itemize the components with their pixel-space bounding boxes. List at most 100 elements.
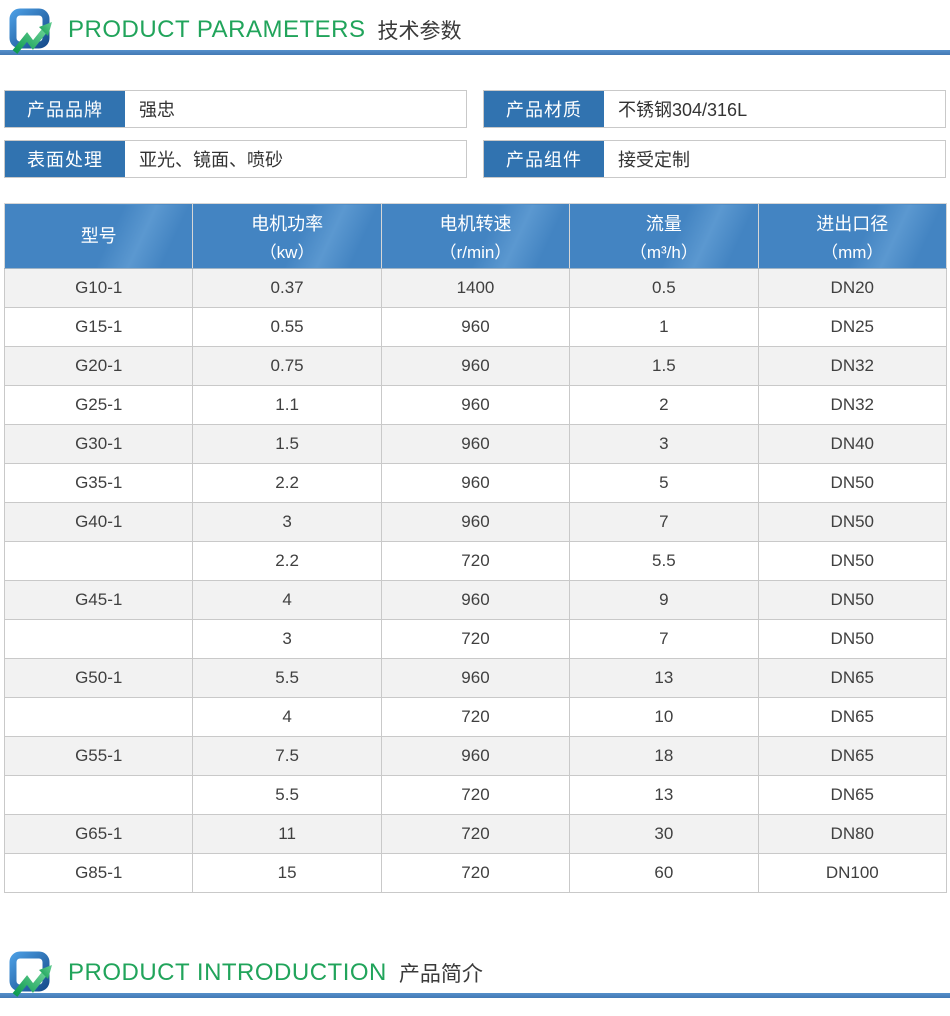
table-cell: 4 xyxy=(192,580,382,620)
table-cell: 960 xyxy=(380,658,571,698)
table-cell: 5.5 xyxy=(192,775,382,815)
info-box-brand: 产品品牌 强忠 xyxy=(4,90,467,128)
table-cell: 60 xyxy=(569,853,759,893)
table-cell: G65-1 xyxy=(3,814,194,854)
table-row: 4 720 10 DN65 xyxy=(3,697,948,737)
table-cell: 0.5 xyxy=(569,268,759,308)
section-title-en: PRODUCT INTRODUCTION xyxy=(68,959,387,986)
table-cell: 13 xyxy=(569,775,759,815)
section-title-en: PRODUCT PARAMETERS xyxy=(68,16,366,43)
table-cell: DN50 xyxy=(757,580,948,620)
table-cell: 18 xyxy=(569,736,759,776)
table-cell: G30-1 xyxy=(3,424,194,464)
table-cell: DN32 xyxy=(757,346,948,386)
info-box-components: 产品组件 接受定制 xyxy=(483,140,946,178)
table-cell: DN40 xyxy=(757,424,948,464)
info-box-surface: 表面处理 亚光、镜面、喷砂 xyxy=(4,140,467,178)
table-cell: DN50 xyxy=(757,463,948,503)
table-cell: 2.2 xyxy=(192,541,382,581)
table-cell: 960 xyxy=(380,736,571,776)
table-cell: G45-1 xyxy=(3,580,194,620)
table-cell: 5.5 xyxy=(569,541,759,581)
table-cell: DN20 xyxy=(757,268,948,308)
table-row: G25-1 1.1 960 2 DN32 xyxy=(3,385,948,425)
table-row: G65-1 11 720 30 DN80 xyxy=(3,814,948,854)
table-cell: 3 xyxy=(192,619,382,659)
header-cell-speed: 电机转速 （r/min） xyxy=(380,203,571,269)
table-cell: 0.37 xyxy=(192,268,382,308)
table-row: G55-1 7.5 960 18 DN65 xyxy=(3,736,948,776)
product-info-grid: 产品品牌 强忠 产品材质 不锈钢304/316L 表面处理 亚光、镜面、喷砂 产… xyxy=(4,90,946,178)
table-cell: G50-1 xyxy=(3,658,194,698)
table-cell xyxy=(3,697,194,737)
info-label: 产品组件 xyxy=(484,141,604,177)
parameters-table: 型号 电机功率 （kw） 电机转速 （r/min） 流量 （m³/h） 进出口径 （mm… xyxy=(3,203,948,893)
section-header-parameters: PRODUCT PARAMETERS 技术参数 xyxy=(0,0,950,54)
table-cell: 960 xyxy=(380,307,571,347)
table-cell: DN100 xyxy=(757,853,948,893)
table-cell: 10 xyxy=(569,697,759,737)
table-cell: G20-1 xyxy=(3,346,194,386)
info-label: 产品材质 xyxy=(484,91,604,127)
header-cell-port: 进出口径 （mm） xyxy=(757,203,948,269)
section-title-zh: 技术参数 xyxy=(377,20,462,43)
table-cell: 720 xyxy=(380,541,571,581)
table-cell: 720 xyxy=(380,814,571,854)
table-cell: 960 xyxy=(380,502,571,542)
table-cell: 4 xyxy=(192,697,382,737)
table-cell: G25-1 xyxy=(3,385,194,425)
table-cell: DN50 xyxy=(757,619,948,659)
table-cell: G55-1 xyxy=(3,736,194,776)
table-cell: 720 xyxy=(380,697,571,737)
header-cell-model: 型号 xyxy=(3,203,194,269)
table-row: G50-1 5.5 960 13 DN65 xyxy=(3,658,948,698)
table-cell: 960 xyxy=(380,424,571,464)
table-cell xyxy=(3,619,194,659)
table-cell: DN50 xyxy=(757,502,948,542)
section-divider xyxy=(0,50,950,55)
table-row: G10-1 0.37 1400 0.5 DN20 xyxy=(3,268,948,308)
table-cell: 2.2 xyxy=(192,463,382,503)
header-cell-flow: 流量 （m³/h） xyxy=(569,203,759,269)
info-value: 亚光、镜面、喷砂 xyxy=(139,150,283,170)
table-cell: DN80 xyxy=(757,814,948,854)
table-cell: 720 xyxy=(380,619,571,659)
table-cell: DN65 xyxy=(757,697,948,737)
table-cell: G35-1 xyxy=(3,463,194,503)
table-row: G40-1 3 960 7 DN50 xyxy=(3,502,948,542)
header-cell-power: 电机功率 （kw） xyxy=(192,203,382,269)
table-cell: 960 xyxy=(380,463,571,503)
table-cell: 1 xyxy=(569,307,759,347)
table-cell: 720 xyxy=(380,775,571,815)
table-cell: 13 xyxy=(569,658,759,698)
table-cell xyxy=(3,541,194,581)
table-cell: G10-1 xyxy=(3,268,194,308)
table-header-row: 型号 电机功率 （kw） 电机转速 （r/min） 流量 （m³/h） 进出口径 （mm… xyxy=(3,203,948,269)
table-cell: 7.5 xyxy=(192,736,382,776)
table-cell: 1.1 xyxy=(192,385,382,425)
table-cell: 720 xyxy=(380,853,571,893)
table-cell: DN65 xyxy=(757,736,948,776)
table-cell: 30 xyxy=(569,814,759,854)
table-cell: DN50 xyxy=(757,541,948,581)
info-label: 表面处理 xyxy=(5,141,125,177)
table-cell: 9 xyxy=(569,580,759,620)
table-cell xyxy=(3,775,194,815)
table-row: G15-1 0.55 960 1 DN25 xyxy=(3,307,948,347)
section-title-zh: 产品简介 xyxy=(398,963,483,986)
table-cell: DN65 xyxy=(757,658,948,698)
table-cell: 960 xyxy=(380,385,571,425)
table-row: 2.2 720 5.5 DN50 xyxy=(3,541,948,581)
section-divider xyxy=(0,993,950,998)
table-cell: DN32 xyxy=(757,385,948,425)
table-row: G35-1 2.2 960 5 DN50 xyxy=(3,463,948,503)
table-cell: G15-1 xyxy=(3,307,194,347)
table-cell: 7 xyxy=(569,502,759,542)
table-cell: 15 xyxy=(192,853,382,893)
info-value: 接受定制 xyxy=(618,150,690,170)
brand-logo-icon xyxy=(9,951,52,997)
table-cell: DN25 xyxy=(757,307,948,347)
table-cell: 960 xyxy=(380,346,571,386)
table-cell: 1.5 xyxy=(569,346,759,386)
table-cell: 3 xyxy=(569,424,759,464)
